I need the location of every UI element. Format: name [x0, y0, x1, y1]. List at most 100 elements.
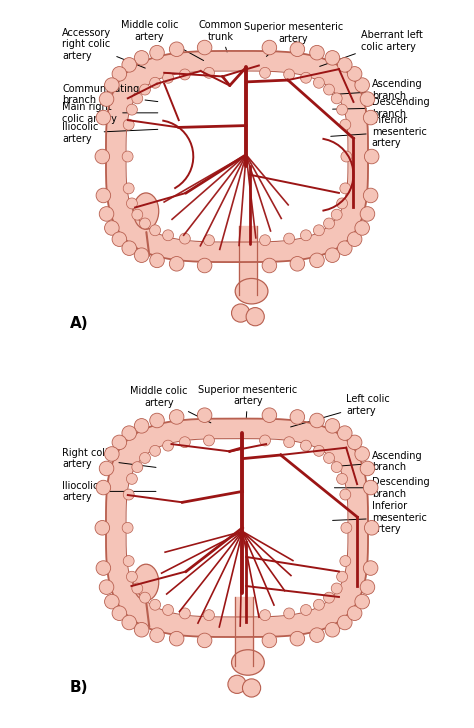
Circle shape [127, 104, 137, 115]
Circle shape [132, 583, 143, 594]
Circle shape [96, 480, 110, 495]
Text: Descending
branch: Descending branch [335, 477, 429, 499]
Circle shape [262, 633, 277, 648]
Circle shape [310, 45, 324, 60]
Text: Main right
colic artery: Main right colic artery [62, 102, 158, 124]
Circle shape [105, 447, 119, 462]
Circle shape [169, 631, 184, 646]
Circle shape [123, 119, 134, 130]
Text: Ascending
branch: Ascending branch [334, 451, 422, 472]
Circle shape [325, 50, 340, 65]
Circle shape [347, 606, 362, 620]
Circle shape [134, 248, 149, 263]
Text: Descending
branch: Descending branch [333, 97, 429, 119]
Circle shape [163, 230, 173, 241]
Circle shape [123, 489, 134, 500]
Circle shape [134, 50, 149, 65]
Circle shape [313, 225, 324, 236]
Circle shape [95, 521, 109, 535]
Circle shape [313, 77, 324, 88]
Circle shape [127, 473, 137, 484]
Ellipse shape [231, 649, 264, 676]
Circle shape [112, 66, 127, 81]
Circle shape [325, 622, 340, 637]
Circle shape [105, 78, 119, 92]
Circle shape [150, 77, 161, 88]
Circle shape [324, 592, 335, 603]
Circle shape [313, 599, 324, 610]
Text: Superior mesenteric
artery: Superior mesenteric artery [244, 22, 343, 56]
Circle shape [337, 571, 347, 582]
Circle shape [169, 410, 184, 424]
Circle shape [150, 225, 161, 236]
Polygon shape [126, 439, 348, 617]
Circle shape [132, 462, 143, 472]
Circle shape [290, 410, 305, 424]
Circle shape [150, 599, 161, 610]
Circle shape [337, 58, 352, 72]
Circle shape [99, 580, 114, 595]
Circle shape [150, 446, 161, 456]
Circle shape [139, 218, 150, 229]
Circle shape [325, 419, 340, 433]
Circle shape [337, 104, 347, 115]
Circle shape [310, 253, 324, 268]
Circle shape [99, 207, 114, 221]
Circle shape [203, 435, 214, 446]
Circle shape [310, 414, 324, 428]
Circle shape [127, 571, 137, 582]
Circle shape [337, 426, 352, 440]
Circle shape [364, 480, 378, 495]
Circle shape [163, 440, 173, 451]
Circle shape [324, 84, 335, 95]
Circle shape [139, 84, 150, 95]
Circle shape [96, 188, 110, 202]
Circle shape [331, 93, 342, 104]
Circle shape [99, 461, 114, 475]
Circle shape [179, 69, 190, 80]
Circle shape [284, 608, 295, 619]
Circle shape [150, 45, 164, 60]
Circle shape [347, 435, 362, 450]
Circle shape [355, 447, 369, 462]
Circle shape [324, 453, 335, 464]
Circle shape [301, 230, 311, 241]
Text: A): A) [70, 316, 88, 331]
Circle shape [228, 676, 246, 693]
Circle shape [290, 256, 305, 271]
Circle shape [284, 233, 295, 244]
Circle shape [360, 207, 375, 221]
Text: B): B) [70, 680, 88, 695]
Circle shape [123, 183, 134, 194]
Circle shape [347, 232, 362, 247]
Circle shape [112, 232, 127, 247]
Text: Middle colic
artery: Middle colic artery [121, 20, 204, 60]
Circle shape [365, 521, 379, 535]
Circle shape [243, 678, 261, 697]
Circle shape [96, 111, 110, 125]
Circle shape [197, 408, 212, 422]
Circle shape [163, 72, 173, 83]
Circle shape [203, 609, 214, 620]
Circle shape [340, 119, 351, 130]
Circle shape [340, 489, 351, 500]
Circle shape [337, 198, 347, 209]
Circle shape [105, 221, 119, 235]
Circle shape [341, 523, 352, 533]
Circle shape [340, 555, 351, 566]
Circle shape [262, 408, 277, 422]
Circle shape [324, 218, 335, 229]
FancyArrowPatch shape [146, 604, 149, 627]
Circle shape [197, 633, 212, 648]
Circle shape [139, 592, 150, 603]
Circle shape [139, 453, 150, 464]
Circle shape [122, 522, 133, 533]
Circle shape [123, 555, 134, 566]
Circle shape [337, 241, 352, 256]
Circle shape [197, 40, 212, 55]
Text: Iliocolic
artery: Iliocolic artery [62, 480, 156, 502]
Polygon shape [126, 71, 348, 242]
Circle shape [355, 221, 369, 235]
Text: Right colic
artery: Right colic artery [62, 448, 156, 470]
Circle shape [360, 461, 375, 475]
